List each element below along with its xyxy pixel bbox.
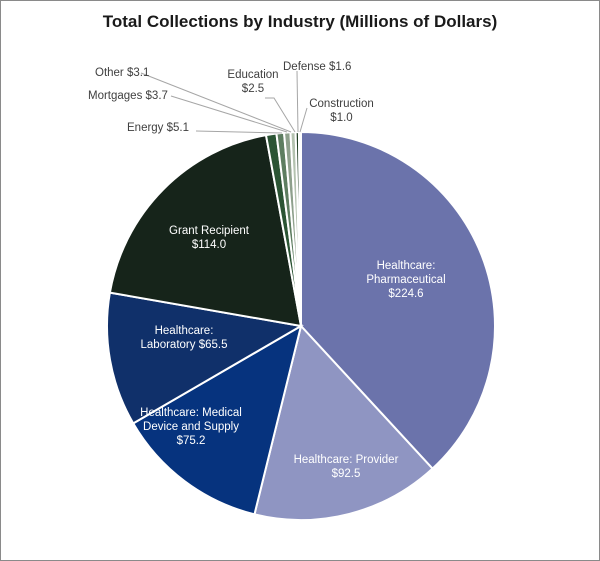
slice-construction — [297, 130, 302, 327]
label-construction: Construction $1.0 — [309, 98, 374, 124]
slice-healthcare-provider — [253, 323, 434, 521]
label-provider: Healthcare: Provider $92.5 — [293, 454, 399, 480]
leader-line-energy — [195, 130, 283, 134]
label-medical-device: Healthcare: Medical Device and Supply $7… — [140, 407, 242, 447]
leader-line-mortgages — [170, 95, 288, 133]
label-other: Other $3.1 — [95, 67, 150, 79]
label-energy: Energy $5.1 — [127, 122, 190, 134]
slice-healthcare-pharmaceutical — [300, 130, 496, 471]
slice-healthcare-medical-device-and-supply — [131, 323, 303, 516]
label-defense: Defense $1.6 — [283, 61, 352, 73]
leader-line-other — [140, 72, 292, 133]
label-pharmaceutical: Healthcare: Pharmaceutical $224.6 — [366, 260, 446, 300]
label-mortgages: Mortgages $3.7 — [88, 90, 168, 102]
slice-grant-recipient — [108, 134, 303, 328]
slice-healthcare-laboratory — [106, 291, 304, 425]
leader-line-construction — [299, 107, 308, 133]
leader-line-education — [265, 97, 296, 133]
label-grant-recipient: Grant Recipient $114.0 — [169, 225, 249, 251]
label-laboratory: Healthcare: Laboratory $65.5 — [140, 325, 228, 351]
label-education: Education $2.5 — [227, 69, 279, 95]
leader-line-defense — [296, 70, 299, 133]
chart-title: Total Collections by Industry (Millions … — [102, 12, 498, 31]
